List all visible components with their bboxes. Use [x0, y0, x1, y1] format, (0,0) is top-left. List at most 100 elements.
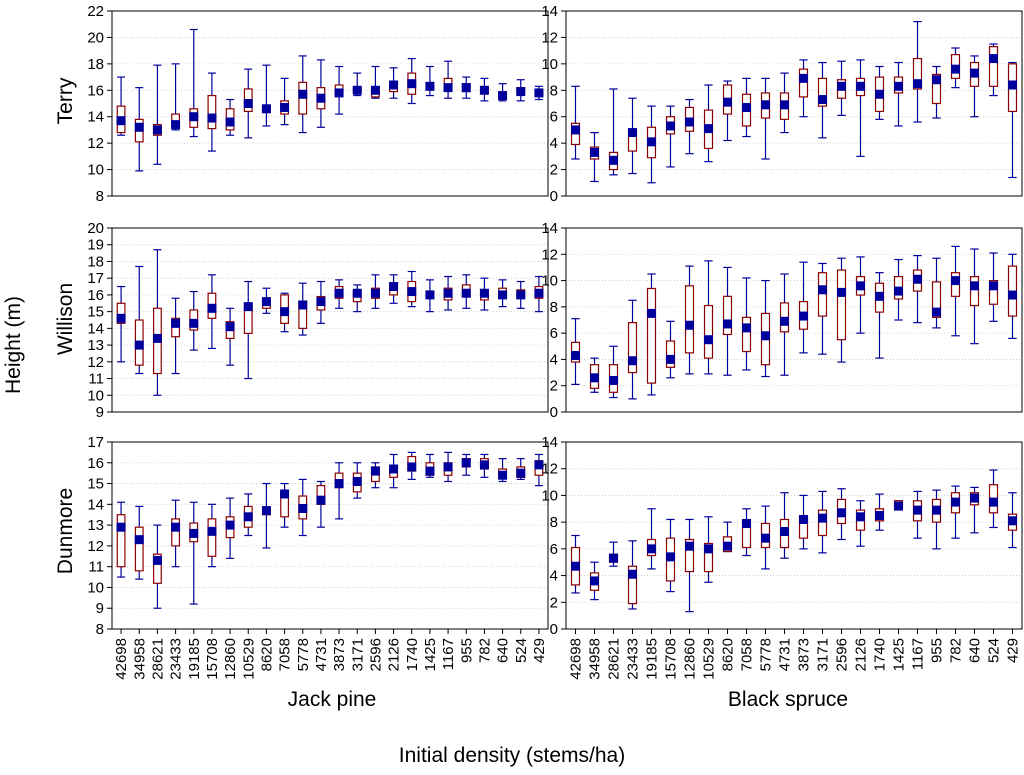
box-terry-jack-pine-782 [479, 77, 489, 102]
box-terry-black-spruce-4731 [779, 72, 790, 134]
panel-frame [565, 10, 1023, 197]
box-dunmore-black-spruce-2596 [836, 488, 847, 541]
x-tick-label: 2596 [367, 638, 384, 671]
box-dunmore-jack-pine-23433 [171, 499, 181, 568]
box-terry-jack-pine-34958 [134, 87, 144, 172]
box-willison-black-spruce-429 [1007, 253, 1018, 339]
box-terry-black-spruce-1167 [912, 20, 923, 123]
y-tick-label: 16 [87, 455, 104, 472]
x-tick-label: 2126 [853, 638, 870, 671]
median-marker [370, 466, 380, 476]
median-marker [723, 541, 732, 551]
median-marker [590, 147, 599, 157]
median-marker [685, 320, 694, 330]
row-label-willison: Willison [54, 283, 77, 355]
median-marker [370, 85, 380, 95]
iqr-box [722, 295, 733, 336]
box-willison-jack-pine-8620 [261, 287, 271, 314]
y-tick-label: 10 [87, 579, 104, 596]
x-tick-label: 3873 [331, 638, 348, 671]
box-willison-jack-pine-2596 [370, 274, 380, 309]
iqr-box [646, 287, 657, 384]
median-marker [516, 468, 526, 478]
x-tick-label: 524 [513, 638, 530, 663]
iqr-box [207, 94, 217, 130]
x-tick-label: 42698 [568, 638, 585, 680]
box-terry-jack-pine-524 [516, 79, 526, 102]
panel-terry-black-spruce: 0 2 4 6 8 10 12 14 [541, 3, 1023, 205]
box-willison-black-spruce-15708 [665, 320, 676, 379]
box-dunmore-black-spruce-524 [988, 469, 999, 529]
box-terry-black-spruce-8620 [722, 80, 733, 142]
x-tick-label: 4731 [777, 638, 794, 671]
x-tick-label: 3171 [815, 638, 832, 671]
median-marker [894, 286, 903, 296]
box-dunmore-black-spruce-42698 [570, 534, 581, 594]
y-tick-label: 14 [541, 3, 558, 20]
y-tick-label: 12 [87, 538, 104, 555]
x-tick-label: 23433 [168, 638, 185, 680]
x-tick-label: 15708 [204, 638, 221, 680]
median-marker [261, 297, 271, 307]
panel-frame [111, 227, 549, 413]
box-willison-jack-pine-19185 [189, 290, 199, 351]
median-marker [352, 476, 362, 486]
y-tick-label: 2 [550, 594, 558, 611]
box-willison-jack-pine-3873 [334, 279, 344, 309]
median-marker [280, 307, 290, 317]
y-tick-label: 13 [87, 517, 104, 534]
x-tick-label: 1740 [404, 638, 421, 671]
y-tick-label: 6 [550, 325, 558, 342]
median-marker [425, 290, 435, 300]
box-terry-black-spruce-19185 [646, 105, 657, 184]
box-terry-black-spruce-34958 [589, 131, 600, 183]
median-marker [989, 54, 998, 64]
box-dunmore-black-spruce-3873 [798, 494, 809, 550]
median-marker [913, 274, 922, 284]
y-tick-label: 16 [87, 287, 104, 304]
median-marker [243, 302, 253, 312]
box-willison-black-spruce-1425 [893, 258, 904, 321]
x-tick-label: 3873 [796, 638, 813, 671]
box-terry-black-spruce-2596 [836, 60, 847, 116]
iqr-box [703, 542, 714, 573]
iqr-box [931, 281, 942, 318]
x-tick-label: 5778 [295, 638, 312, 671]
y-axis-title: Height (m) [2, 296, 25, 394]
box-dunmore-black-spruce-8620 [722, 521, 733, 553]
y-tick-label: 20 [87, 29, 104, 46]
box-terry-black-spruce-640 [969, 55, 980, 118]
box-dunmore-black-spruce-782 [950, 485, 961, 539]
median-marker [628, 356, 637, 366]
box-dunmore-jack-pine-42698 [116, 501, 126, 578]
box-terry-black-spruce-42698 [570, 85, 581, 160]
box-terry-black-spruce-782 [950, 47, 961, 89]
y-tick-label: 0 [550, 188, 558, 205]
median-marker [534, 288, 544, 298]
box-willison-black-spruce-640 [969, 248, 980, 345]
y-tick-label: 10 [541, 56, 558, 73]
box-willison-jack-pine-1740 [407, 270, 417, 308]
box-dunmore-black-spruce-1167 [912, 490, 923, 539]
median-marker [666, 552, 675, 562]
y-tick-label: 4 [550, 135, 558, 152]
iqr-box [988, 279, 999, 305]
y-tick-label: 17 [87, 434, 104, 451]
median-marker [666, 354, 675, 364]
box-dunmore-black-spruce-10529 [703, 516, 714, 583]
median-marker [609, 375, 618, 385]
median-marker [516, 290, 526, 300]
x-tick-label: 640 [967, 638, 984, 663]
box-dunmore-black-spruce-12860 [684, 518, 695, 613]
median-marker [571, 125, 580, 135]
x-tick-label: 429 [531, 638, 548, 663]
x-tick-label: 23433 [625, 638, 642, 680]
box-terry-jack-pine-7058 [280, 77, 290, 126]
box-terry-jack-pine-1167 [443, 60, 453, 99]
median-marker [425, 81, 435, 91]
x-tick-label: 15708 [663, 638, 680, 680]
median-marker [207, 113, 217, 123]
median-marker [951, 276, 960, 286]
box-terry-black-spruce-3171 [817, 61, 828, 139]
box-dunmore-jack-pine-640 [498, 458, 508, 483]
